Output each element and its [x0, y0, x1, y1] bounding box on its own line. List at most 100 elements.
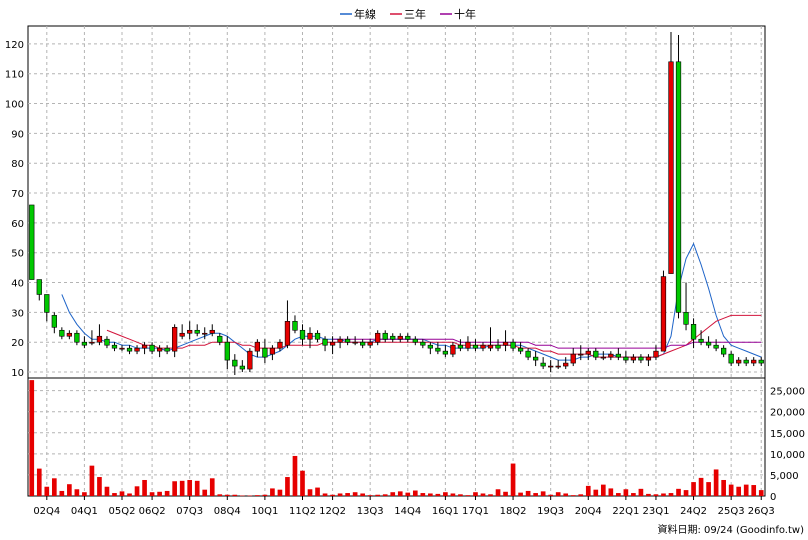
price-y-tick-label: 80 [11, 159, 24, 170]
candle [660, 270, 667, 352]
candle [299, 324, 306, 346]
candle-body [495, 344, 501, 349]
volume-bar [608, 488, 614, 496]
volume-bar [713, 469, 719, 496]
candle-body [187, 329, 193, 334]
candle-body [502, 341, 509, 346]
candle [239, 360, 245, 373]
candle-body [164, 347, 170, 352]
candle [563, 357, 569, 370]
x-tick-label: 18Q2 [500, 506, 527, 517]
candle [179, 324, 185, 340]
candle-body [262, 347, 268, 358]
candle-body [269, 347, 276, 355]
candle-body [209, 329, 215, 334]
candle-body [548, 365, 554, 368]
volume-bar [585, 485, 591, 496]
candle-body [172, 326, 178, 352]
candle-body [119, 347, 125, 350]
candle-body [51, 315, 57, 328]
price-y-tick-label: 10 [11, 368, 24, 379]
volume-bar [67, 484, 72, 496]
volume-bar [187, 479, 193, 496]
candle-body [96, 335, 103, 343]
volume-bar [465, 495, 471, 496]
volume-bar [51, 478, 57, 496]
candle [442, 345, 449, 358]
candle-body [344, 338, 351, 343]
candle-body [563, 362, 569, 367]
x-tick-label: 17Q1 [462, 506, 489, 517]
volume-bar [240, 495, 245, 497]
candle [390, 333, 396, 343]
candle-body [465, 341, 471, 349]
candle-body [743, 359, 749, 364]
volume-bar [450, 493, 456, 496]
volume-bar [736, 486, 742, 496]
candle-body [202, 332, 208, 335]
candle [548, 360, 554, 373]
volume-bar [270, 488, 275, 496]
candle-body [224, 341, 230, 361]
candle [675, 34, 682, 319]
x-tick-label: 04Q1 [71, 506, 98, 517]
volume-bar [157, 491, 162, 496]
candle-body [420, 341, 426, 346]
candle [502, 330, 509, 352]
candle [172, 324, 178, 358]
price-y-tick-label: 60 [11, 219, 24, 230]
volume-bar [330, 494, 335, 496]
candle [164, 345, 170, 355]
volume-bar [82, 492, 87, 496]
candle [119, 345, 125, 352]
candle-body [623, 356, 629, 361]
volume-bar [646, 493, 651, 496]
volume-bar [570, 495, 576, 496]
x-tick-label: 23Q1 [642, 506, 669, 517]
candle [307, 327, 313, 349]
price-y-tick-label: 50 [11, 249, 24, 260]
candle [89, 330, 95, 346]
candle [487, 327, 494, 352]
candle-body [593, 350, 599, 358]
volume-bar [600, 484, 606, 496]
candle [450, 342, 456, 358]
candle [247, 348, 253, 373]
volume-bar [683, 490, 689, 496]
volume-bar [518, 492, 523, 496]
volume-bar [668, 493, 674, 496]
price-y-tick-label: 70 [11, 189, 24, 200]
candle [382, 330, 388, 343]
candle-body [540, 362, 546, 367]
volume-bar [428, 493, 433, 496]
volume-bar [495, 489, 501, 496]
candle [570, 348, 576, 367]
candle [495, 339, 501, 352]
x-tick-label: 20Q4 [575, 506, 602, 517]
volume-bar [352, 492, 358, 496]
volume-bar [209, 478, 215, 496]
x-tick-label: 14Q4 [394, 506, 421, 517]
volume-bar [337, 493, 343, 496]
volume-bar [134, 486, 140, 496]
volume-bar [142, 479, 147, 496]
candle [510, 339, 516, 352]
candle [156, 345, 163, 358]
candle [615, 348, 621, 361]
volume-bar [435, 493, 441, 496]
volume-bar [405, 492, 411, 496]
candle [420, 339, 426, 349]
x-tick-label: 06Q2 [139, 506, 166, 517]
candle [608, 351, 614, 361]
volume-bar [443, 492, 448, 496]
volume-bar [691, 482, 696, 496]
volume-bar [503, 491, 508, 496]
ma-line-2 [332, 338, 762, 349]
candle-body [307, 332, 313, 340]
candle-body [149, 344, 155, 352]
volume-bar [307, 489, 313, 496]
candle-body [532, 356, 539, 361]
volume-bar [698, 477, 704, 496]
candle [480, 342, 486, 352]
candle [202, 327, 208, 340]
